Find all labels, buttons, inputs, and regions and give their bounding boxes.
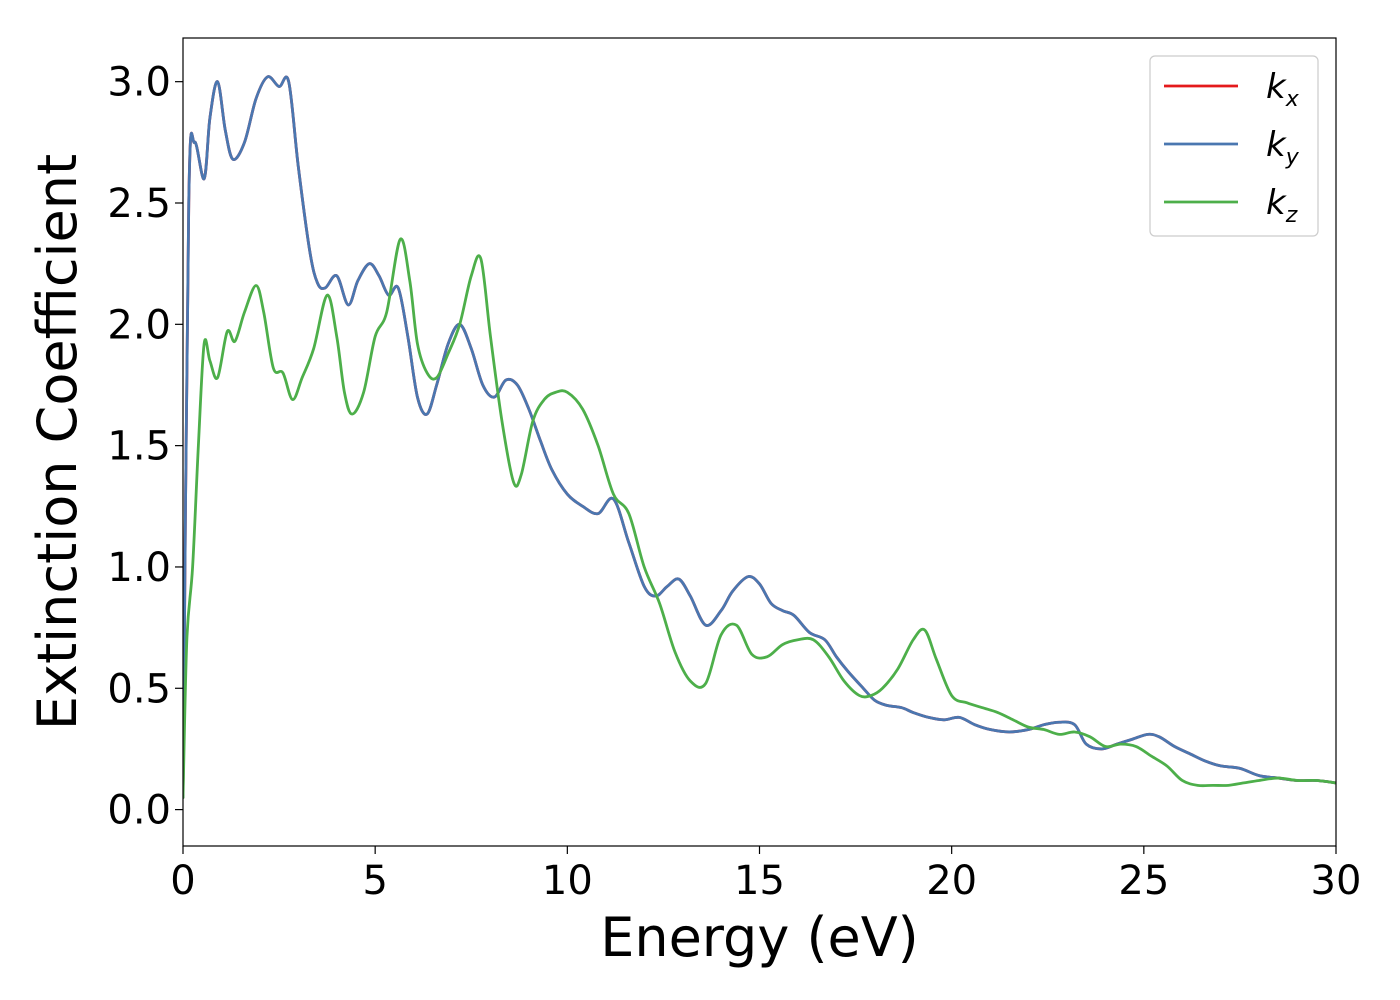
x-axis-label: Energy (eV)	[600, 906, 919, 969]
x-axis-ticks: 0 5 10 15 20 25 30	[170, 846, 1361, 904]
y-axis-label: Extinction Coefficient	[26, 154, 89, 730]
y-tick-label: 3.0	[107, 60, 171, 106]
legend-label-main: k	[1266, 67, 1287, 107]
series-layer	[183, 75, 1336, 799]
x-tick-label: 15	[734, 858, 785, 904]
y-tick-label: 1.0	[107, 545, 171, 591]
x-tick-label: 30	[1311, 858, 1362, 904]
y-tick-label: 2.5	[107, 181, 171, 227]
y-tick-label: 2.0	[107, 302, 171, 348]
x-tick-label: 5	[362, 858, 387, 904]
y-tick-label: 0.5	[107, 666, 171, 712]
legend-label-main: k	[1266, 183, 1287, 223]
legend-label-subscript: y	[1285, 145, 1300, 170]
legend-label-x: kx	[1266, 67, 1300, 112]
legend-label-main: k	[1266, 125, 1287, 165]
x-tick-label: 10	[542, 858, 593, 904]
legend-label-subscript: x	[1285, 87, 1300, 112]
legend-label-y: ky	[1266, 125, 1300, 170]
x-tick-label: 25	[1118, 858, 1169, 904]
legend-label-subscript: z	[1285, 203, 1298, 228]
series-line-y	[183, 75, 1336, 799]
legend-label-z: kz	[1266, 183, 1298, 228]
series-line-z	[183, 237, 1336, 799]
x-tick-label: 0	[170, 858, 195, 904]
x-tick-label: 20	[926, 858, 977, 904]
y-tick-label: 0.0	[107, 788, 171, 834]
legend-box	[1149, 55, 1319, 237]
y-tick-label: 1.5	[107, 424, 171, 470]
y-axis-ticks: 0.0 0.5 1.0 1.5 2.0 2.5 3.0	[107, 60, 183, 834]
